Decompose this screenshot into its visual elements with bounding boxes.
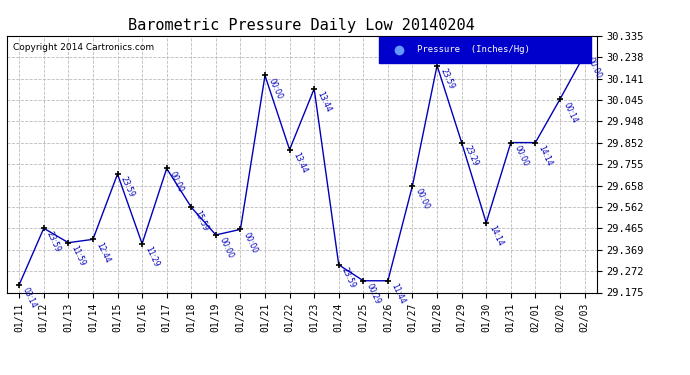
Text: 11:59: 11:59 — [70, 244, 87, 268]
Text: 00:14: 00:14 — [562, 100, 579, 124]
Text: 13:44: 13:44 — [291, 151, 308, 175]
Text: 11:29: 11:29 — [144, 245, 161, 268]
Text: 23:29: 23:29 — [463, 144, 480, 168]
Text: 15:59: 15:59 — [193, 209, 210, 232]
Text: 23:59: 23:59 — [45, 230, 63, 253]
FancyBboxPatch shape — [379, 37, 591, 63]
Text: 14:14: 14:14 — [488, 224, 505, 248]
Text: 03:14: 03:14 — [21, 286, 38, 310]
Text: 00:00: 00:00 — [241, 231, 259, 255]
Text: 00:00: 00:00 — [414, 187, 431, 211]
Text: 13:44: 13:44 — [315, 90, 333, 114]
Text: 11:44: 11:44 — [389, 282, 406, 306]
Title: Barometric Pressure Daily Low 20140204: Barometric Pressure Daily Low 20140204 — [128, 18, 475, 33]
Text: 00:00: 00:00 — [168, 170, 186, 194]
Text: 00:00: 00:00 — [586, 56, 603, 80]
Text: 00:00: 00:00 — [512, 144, 530, 168]
Text: 00:00: 00:00 — [266, 77, 284, 101]
Text: 00:00: 00:00 — [217, 236, 235, 260]
Text: 14:14: 14:14 — [537, 144, 554, 168]
Text: Copyright 2014 Cartronics.com: Copyright 2014 Cartronics.com — [13, 44, 154, 52]
Text: 12:44: 12:44 — [95, 241, 112, 264]
Text: Pressure  (Inches/Hg): Pressure (Inches/Hg) — [417, 45, 530, 54]
Text: 00:29: 00:29 — [365, 282, 382, 306]
Text: 23:59: 23:59 — [340, 266, 357, 290]
Text: 23:59: 23:59 — [438, 67, 456, 90]
Text: 23:59: 23:59 — [119, 176, 137, 199]
